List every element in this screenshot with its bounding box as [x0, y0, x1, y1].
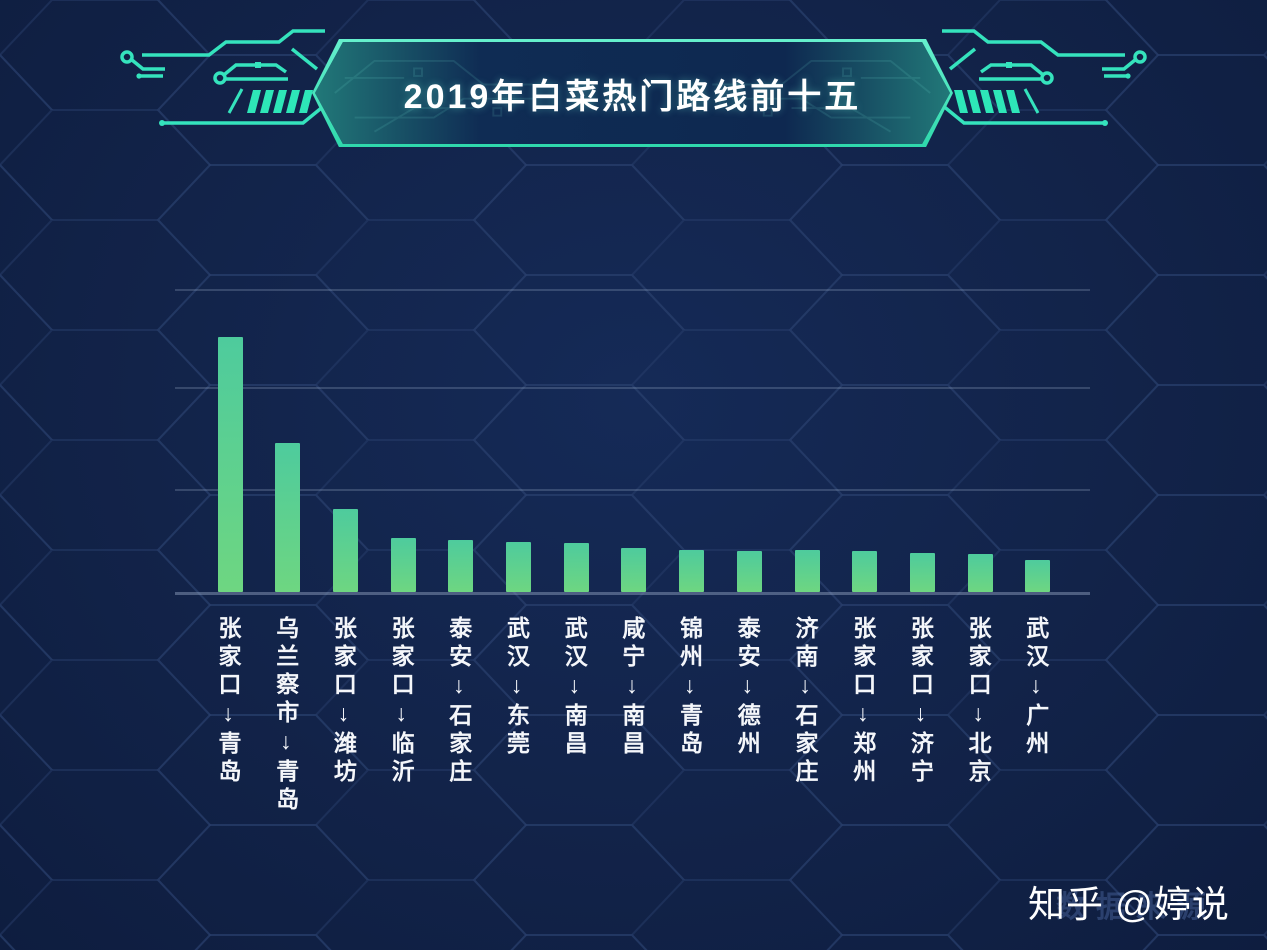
bar-label: 泰安↓石家庄 — [445, 616, 472, 787]
zhihu-author-watermark: 知乎 @婷说 — [1028, 884, 1230, 925]
bar — [448, 540, 474, 592]
bar — [506, 542, 531, 592]
bar-label: 济南↓石家庄 — [792, 616, 818, 787]
bar — [563, 543, 589, 592]
bar — [967, 554, 993, 592]
bar — [217, 337, 243, 592]
title-banner-frame: 2019年白菜热门路线前十五 — [312, 39, 953, 147]
bar-label: 武汉↓广州 — [1022, 616, 1049, 759]
page-title: 2019年白菜热门路线前十五 — [403, 77, 862, 116]
bar — [621, 548, 647, 592]
bar — [794, 550, 820, 592]
bar — [1025, 560, 1051, 592]
bar — [909, 553, 935, 592]
bar — [390, 538, 416, 592]
bar — [679, 550, 705, 592]
bar-label: 锦州↓青岛 — [676, 616, 703, 759]
circuit-trace-right-icon — [942, 25, 1172, 126]
gridline — [175, 387, 1090, 389]
bar-label: 张家口↓济宁 — [907, 616, 934, 787]
gridline — [175, 289, 1090, 291]
gridline — [175, 489, 1090, 491]
bar — [275, 443, 301, 592]
bar-label: 武汉↓东莞 — [503, 616, 530, 759]
bar — [332, 509, 358, 592]
bar-label: 咸宁↓南昌 — [618, 616, 645, 759]
bar-label: 泰安↓德州 — [734, 616, 761, 759]
bar — [736, 551, 762, 592]
title-banner: 2019年白菜热门路线前十五 — [315, 42, 950, 144]
bar-label: 张家口↓郑州 — [849, 616, 876, 787]
bar-label: 张家口↓青岛 — [215, 616, 241, 787]
bar-label: 张家口↓北京 — [965, 616, 992, 787]
bar-label: 张家口↓临沂 — [388, 616, 415, 787]
bar-label: 武汉↓南昌 — [561, 616, 588, 759]
bar — [852, 551, 878, 592]
bar-label: 乌兰察市↓青岛 — [272, 616, 299, 815]
x-axis-line — [175, 592, 1090, 595]
bar-label: 张家口↓潍坊 — [330, 616, 357, 787]
circuit-trace-left-icon — [95, 25, 325, 126]
header-banner: 2019年白菜热门路线前十五 — [0, 0, 1267, 190]
